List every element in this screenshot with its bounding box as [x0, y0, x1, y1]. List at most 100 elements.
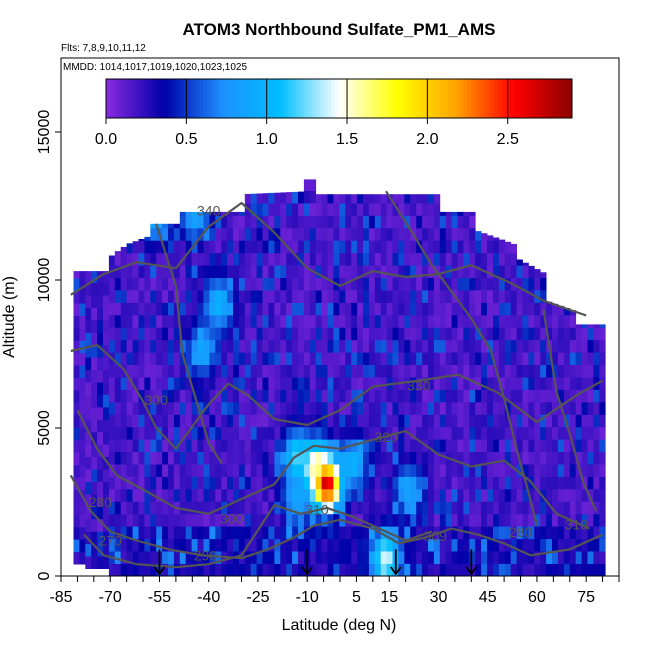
- heatmap-cell: [108, 255, 116, 266]
- heatmap-cell: [156, 402, 163, 415]
- heatmap-cell: [374, 339, 382, 353]
- heatmap-cell: [215, 314, 222, 328]
- heatmap-cell: [333, 252, 340, 266]
- heatmap-cell: [292, 215, 299, 229]
- heatmap-cell: [156, 252, 163, 266]
- heatmap-cell: [374, 426, 382, 440]
- heatmap-cell: [97, 431, 104, 445]
- heatmap-cell: [540, 513, 547, 527]
- heatmap-cell: [498, 277, 506, 291]
- heatmap-cell: [498, 464, 506, 477]
- heatmap-cell: [85, 543, 92, 557]
- heatmap-cell: [457, 252, 464, 266]
- heatmap-cell: [233, 277, 240, 291]
- heatmap-cell: [303, 364, 311, 378]
- heatmap-cell: [363, 451, 370, 465]
- heatmap-cell: [498, 402, 506, 415]
- heatmap-cell: [345, 414, 352, 428]
- heatmap-cell: [150, 476, 157, 490]
- heatmap-cell: [209, 538, 216, 552]
- heatmap-cell: [126, 563, 133, 577]
- heatmap-cell: [268, 377, 275, 390]
- heatmap-cell: [481, 277, 488, 291]
- heatmap-cell: [392, 414, 399, 428]
- heatmap-cell: [534, 538, 541, 552]
- heatmap-cell: [144, 236, 151, 241]
- heatmap-cell: [191, 538, 198, 552]
- heatmap-cell: [599, 352, 606, 365]
- heatmap-cell: [534, 389, 541, 403]
- heatmap-cell: [528, 551, 535, 564]
- heatmap-cell: [286, 227, 293, 241]
- heatmap-cell: [333, 352, 340, 365]
- heatmap-cell: [114, 426, 122, 440]
- heatmap-cell: [238, 302, 246, 316]
- heatmap-cell: [569, 402, 577, 415]
- colorbar-segment: [156, 79, 161, 118]
- colorbar-segment: [307, 79, 313, 118]
- heatmap-cell: [368, 302, 376, 316]
- heatmap-cell: [120, 265, 127, 278]
- colorbar-segment: [245, 79, 251, 118]
- heatmap-cell: [345, 364, 352, 378]
- heatmap-cell: [463, 339, 470, 353]
- heatmap-cell: [185, 265, 192, 278]
- heatmap-cell: [185, 476, 192, 490]
- heatmap-cell: [227, 426, 234, 440]
- heatmap-cell: [587, 451, 594, 465]
- heatmap-cell: [120, 302, 127, 316]
- heatmap-cell: [303, 414, 311, 428]
- heatmap-cell: [238, 402, 246, 415]
- heatmap-cell: [428, 513, 435, 527]
- heatmap-cell: [487, 563, 494, 577]
- heatmap-cell: [256, 314, 263, 328]
- heatmap-cell: [404, 277, 411, 291]
- heatmap-cell: [380, 389, 387, 403]
- heatmap-cell: [516, 339, 523, 353]
- heatmap-cell: [309, 352, 317, 365]
- heatmap-cell: [91, 469, 98, 482]
- heatmap-cell: [368, 513, 376, 527]
- heatmap-cell: [203, 252, 210, 266]
- heatmap-cell: [374, 464, 382, 477]
- heatmap-cell: [221, 302, 228, 316]
- heatmap-cell: [250, 538, 257, 552]
- colorbar-segment: [342, 79, 348, 118]
- heatmap-cell: [191, 501, 198, 515]
- contour-label: 280: [89, 494, 113, 510]
- heatmap-cell: [469, 377, 476, 390]
- heatmap-cell: [563, 464, 571, 477]
- heatmap-cell: [168, 551, 175, 564]
- heatmap-cell: [238, 414, 246, 428]
- heatmap-cell: [209, 290, 216, 303]
- heatmap-cell: [363, 526, 370, 540]
- heatmap-cell: [227, 476, 234, 490]
- heatmap-cell: [504, 464, 512, 477]
- heatmap-cell: [498, 551, 506, 564]
- heatmap-cell: [357, 439, 364, 452]
- heatmap-cell: [374, 389, 382, 403]
- heatmap-cell: [422, 476, 429, 490]
- heatmap-cell: [215, 389, 222, 403]
- heatmap-cell: [85, 456, 92, 470]
- heatmap-cell: [132, 489, 139, 502]
- heatmap-cell: [422, 377, 429, 390]
- heatmap-cell: [179, 402, 187, 415]
- heatmap-cell: [475, 302, 482, 316]
- heatmap-cell: [374, 302, 382, 316]
- heatmap-cell: [156, 265, 163, 278]
- heatmap-cell: [487, 314, 494, 328]
- heatmap-cell: [286, 240, 293, 254]
- heatmap-cell: [108, 339, 116, 353]
- heatmap-cell: [97, 357, 104, 371]
- heatmap-cell: [274, 352, 281, 365]
- heatmap-cell: [327, 389, 334, 403]
- heatmap-cell: [416, 389, 423, 403]
- heatmap-cell: [522, 262, 529, 266]
- heatmap-cell: [469, 290, 476, 303]
- heatmap-cell: [569, 377, 577, 390]
- heatmap-cell: [303, 377, 311, 390]
- heatmap-cell: [439, 389, 447, 403]
- heatmap-cell: [315, 352, 322, 365]
- heatmap-cell: [581, 439, 588, 452]
